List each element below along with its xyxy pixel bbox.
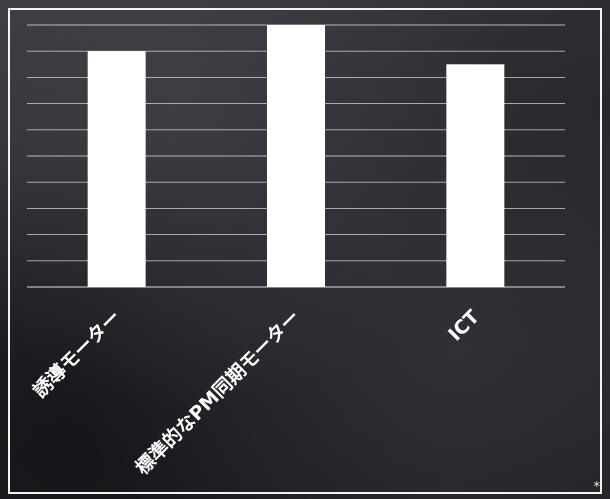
bar: [446, 64, 505, 287]
bar: [267, 25, 325, 287]
category-label: ICT: [444, 306, 484, 346]
bars: [87, 25, 505, 288]
bar: [87, 51, 146, 288]
chart-frame: [8, 8, 602, 494]
category-labels: 誘導モーター 標準的なPM同期モーター ICT: [28, 305, 484, 479]
category-label: 標準的なPM同期モーター: [131, 305, 305, 479]
category-label: 誘導モーター: [28, 305, 125, 402]
footnote-marker: *: [593, 480, 601, 495]
